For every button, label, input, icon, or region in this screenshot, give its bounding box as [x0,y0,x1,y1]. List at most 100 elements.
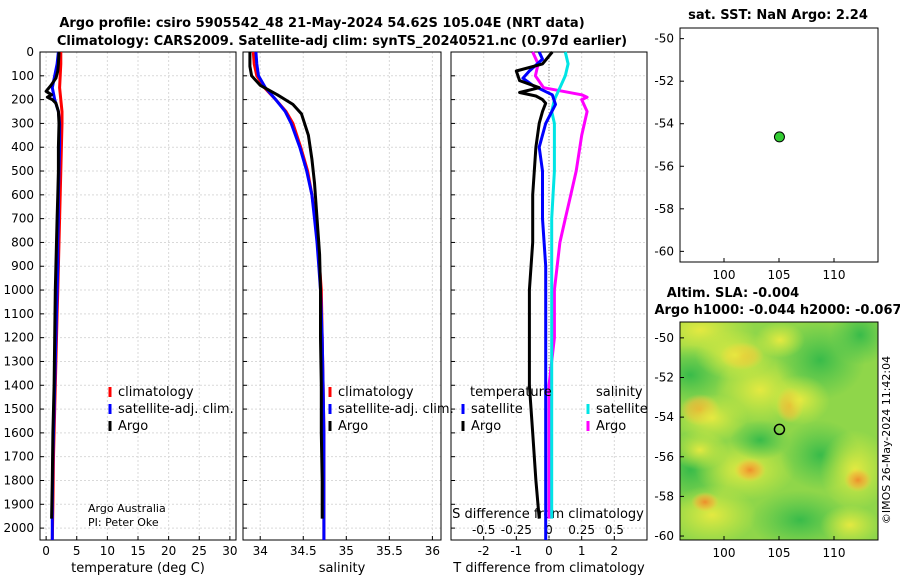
y-tick-label: 800 [11,235,34,249]
x-tick-label: 34 [253,544,268,558]
x-tick-label: 20 [161,544,176,558]
y-tick-label: 100 [11,69,34,83]
sla-anomaly-patch [770,375,830,425]
s-tick-label: 0.25 [568,523,595,537]
credit-line-1: Argo Australia [88,502,166,515]
x-tick-label: 10 [100,544,115,558]
salinity-argo-diff-line [531,51,589,519]
temperature-argo-line [44,51,61,519]
sal-legend-climatology-label: climatology [338,385,414,400]
map-y-tick-label: -50 [654,331,674,345]
x-tick-label: -2 [478,544,490,558]
sla-anomaly-patch [844,468,872,492]
salinity-climatology-line [251,51,326,540]
temp-legend-climatology-label: climatology [118,385,194,400]
sla-anomaly-patch [755,322,805,358]
x-tick-label: 25 [192,544,207,558]
x-tick-label: 1 [578,544,586,558]
y-tick-label: 1900 [3,497,34,511]
map-x-tick-label: 105 [768,268,791,282]
y-tick-label: 200 [11,93,34,107]
sla-anomaly-patch [691,492,719,512]
map-y-tick-label: -56 [654,450,674,464]
y-tick-label: 1800 [3,473,34,487]
y-tick-label: 400 [11,140,34,154]
sla-anomaly-patch [820,505,878,540]
s-tick-label: -0.25 [501,523,532,537]
diff-legend-sal-argo-label: Argo [596,419,626,434]
y-tick-label: 2000 [3,521,34,535]
map-y-tick-label: -60 [654,244,674,258]
x-axis-label: temperature (deg C) [71,561,205,576]
map-y-tick-label: -52 [654,370,674,384]
sla-anomaly-patch [680,394,748,442]
y-tick-label: 600 [11,188,34,202]
y-tick-label: 1700 [3,450,34,464]
diff-legend-temperature-heading: temperature [470,385,552,400]
y-tick-label: 0 [26,45,34,59]
difference-panel: -2 -1 0 1 2 T difference from climatology -0.5… [450,51,648,576]
y-tick-label: 1000 [3,283,34,297]
y-tick-label: 1400 [3,378,34,392]
title-line-1: Argo profile: csiro 5905542_48 21-May-20… [59,16,584,31]
sla-anomaly-patch [695,330,775,380]
x-tick-label: 2 [611,544,619,558]
map-x-tick-label: 110 [823,546,846,560]
sla-title-1: Altim. SLA: -0.004 [667,286,799,301]
argo-float-marker [773,131,785,143]
diff-legend-salinity-heading: salinity [596,385,643,400]
salinity-satellite-diff-line [550,51,570,519]
credit-line-2: PI: Peter Oke [88,516,159,529]
y-tick-label: 1200 [3,331,34,345]
x-axis-label: salinity [319,561,366,576]
x-tick-label: 36 [425,544,440,558]
axes-frame [242,51,442,541]
salinity-panel: 34 34.5 35 35.5 36 salinity climatology satelli… [242,51,454,576]
x-tick-label: 35.5 [376,544,403,558]
temperature-satellite-diff-line [521,51,557,540]
diff-legend-temp-argo-label: Argo [471,419,501,434]
x-axis-label: T difference from climatology [452,561,645,576]
sla-anomaly-patch [734,458,766,482]
y-tick-label: 1300 [3,354,34,368]
temperature-panel: 0100200300400500600700800900100011001200… [3,45,237,576]
y-tick-label: 1600 [3,426,34,440]
x-tick-label: 0 [545,544,553,558]
map-y-tick-label: -52 [654,74,674,88]
x-tick-label: 0 [42,544,50,558]
map-y-tick-label: -54 [654,117,674,131]
temp-legend-argo-label: Argo [118,419,148,434]
map-x-tick-label: 105 [768,546,791,560]
temp-legend-satellite-label: satellite-adj. clim. [118,402,234,417]
map-frame [679,27,879,263]
map-x-tick-label: 110 [823,268,846,282]
map-y-tick-label: -50 [654,32,674,46]
sla-anomaly-patch [830,322,878,365]
map-y-tick-label: -54 [654,410,674,424]
salinity-satellite-line [254,51,326,540]
y-tick-label: 700 [11,212,34,226]
temperature-argo-diff-line [514,51,554,519]
map-x-tick-label: 100 [713,546,736,560]
s-tick-label: 0.5 [605,523,624,537]
title-line-2: Climatology: CARS2009. Satellite-adj cli… [57,34,627,49]
salinity-argo-line [248,52,324,519]
diff-legend-sal-satellite-label: satellite [596,402,648,417]
diff-legend-temp-satellite-label: satellite [471,402,523,417]
x-tick-label: 30 [222,544,237,558]
y-tick-label: 900 [11,259,34,273]
map-y-tick-label: -58 [654,202,674,216]
y-tick-label: 500 [11,164,34,178]
sal-legend-argo-label: Argo [338,419,368,434]
sla-heatmap [680,322,878,540]
argo-float-marker-sla [773,423,786,436]
s-tick-label: -0.5 [472,523,495,537]
map-y-tick-label: -60 [654,529,674,543]
map-y-tick-label: -56 [654,159,674,173]
map-x-tick-label: 100 [713,268,736,282]
y-tick-label: 300 [11,116,34,130]
x-tick-label: 35 [339,544,354,558]
sla-map-panel: 100 105 110 -50 -52 -54 -56 -58 -60 [654,321,879,560]
x-tick-label: 15 [130,544,145,558]
